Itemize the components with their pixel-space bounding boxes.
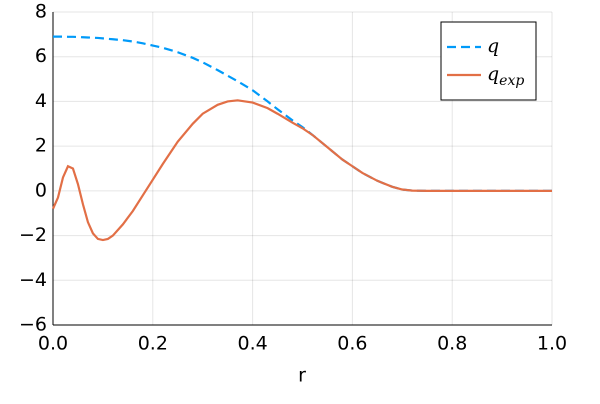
- y-tick-label: −2: [19, 224, 47, 246]
- legend-box: [440, 21, 537, 101]
- line-series: [51, 99, 552, 242]
- legend-label-sub: exp: [499, 73, 524, 89]
- x-tick-label: 0.0: [38, 333, 68, 355]
- x-tick-label: 0.6: [337, 333, 367, 355]
- x-axis-label: r: [298, 365, 306, 387]
- x-tick-label: 0.8: [437, 333, 467, 355]
- y-tick-label: −4: [19, 269, 47, 291]
- y-tick-label: 2: [35, 135, 47, 157]
- legend-label-main: q: [487, 35, 499, 57]
- y-tick-label: 4: [35, 90, 47, 112]
- x-tick-label: 0.4: [237, 333, 267, 355]
- y-tick-label: −6: [19, 314, 47, 336]
- legend-label: q: [487, 35, 499, 57]
- y-tick-label: 0: [35, 179, 47, 201]
- x-tick-label: 1.0: [537, 333, 567, 355]
- line-series: [53, 35, 552, 192]
- y-tick-label: 8: [35, 1, 47, 23]
- y-tick-label: 6: [35, 45, 47, 67]
- legend-label: qexp: [487, 63, 524, 89]
- legend-label-main: q: [487, 63, 499, 85]
- x-tick-label: 0.2: [138, 333, 168, 355]
